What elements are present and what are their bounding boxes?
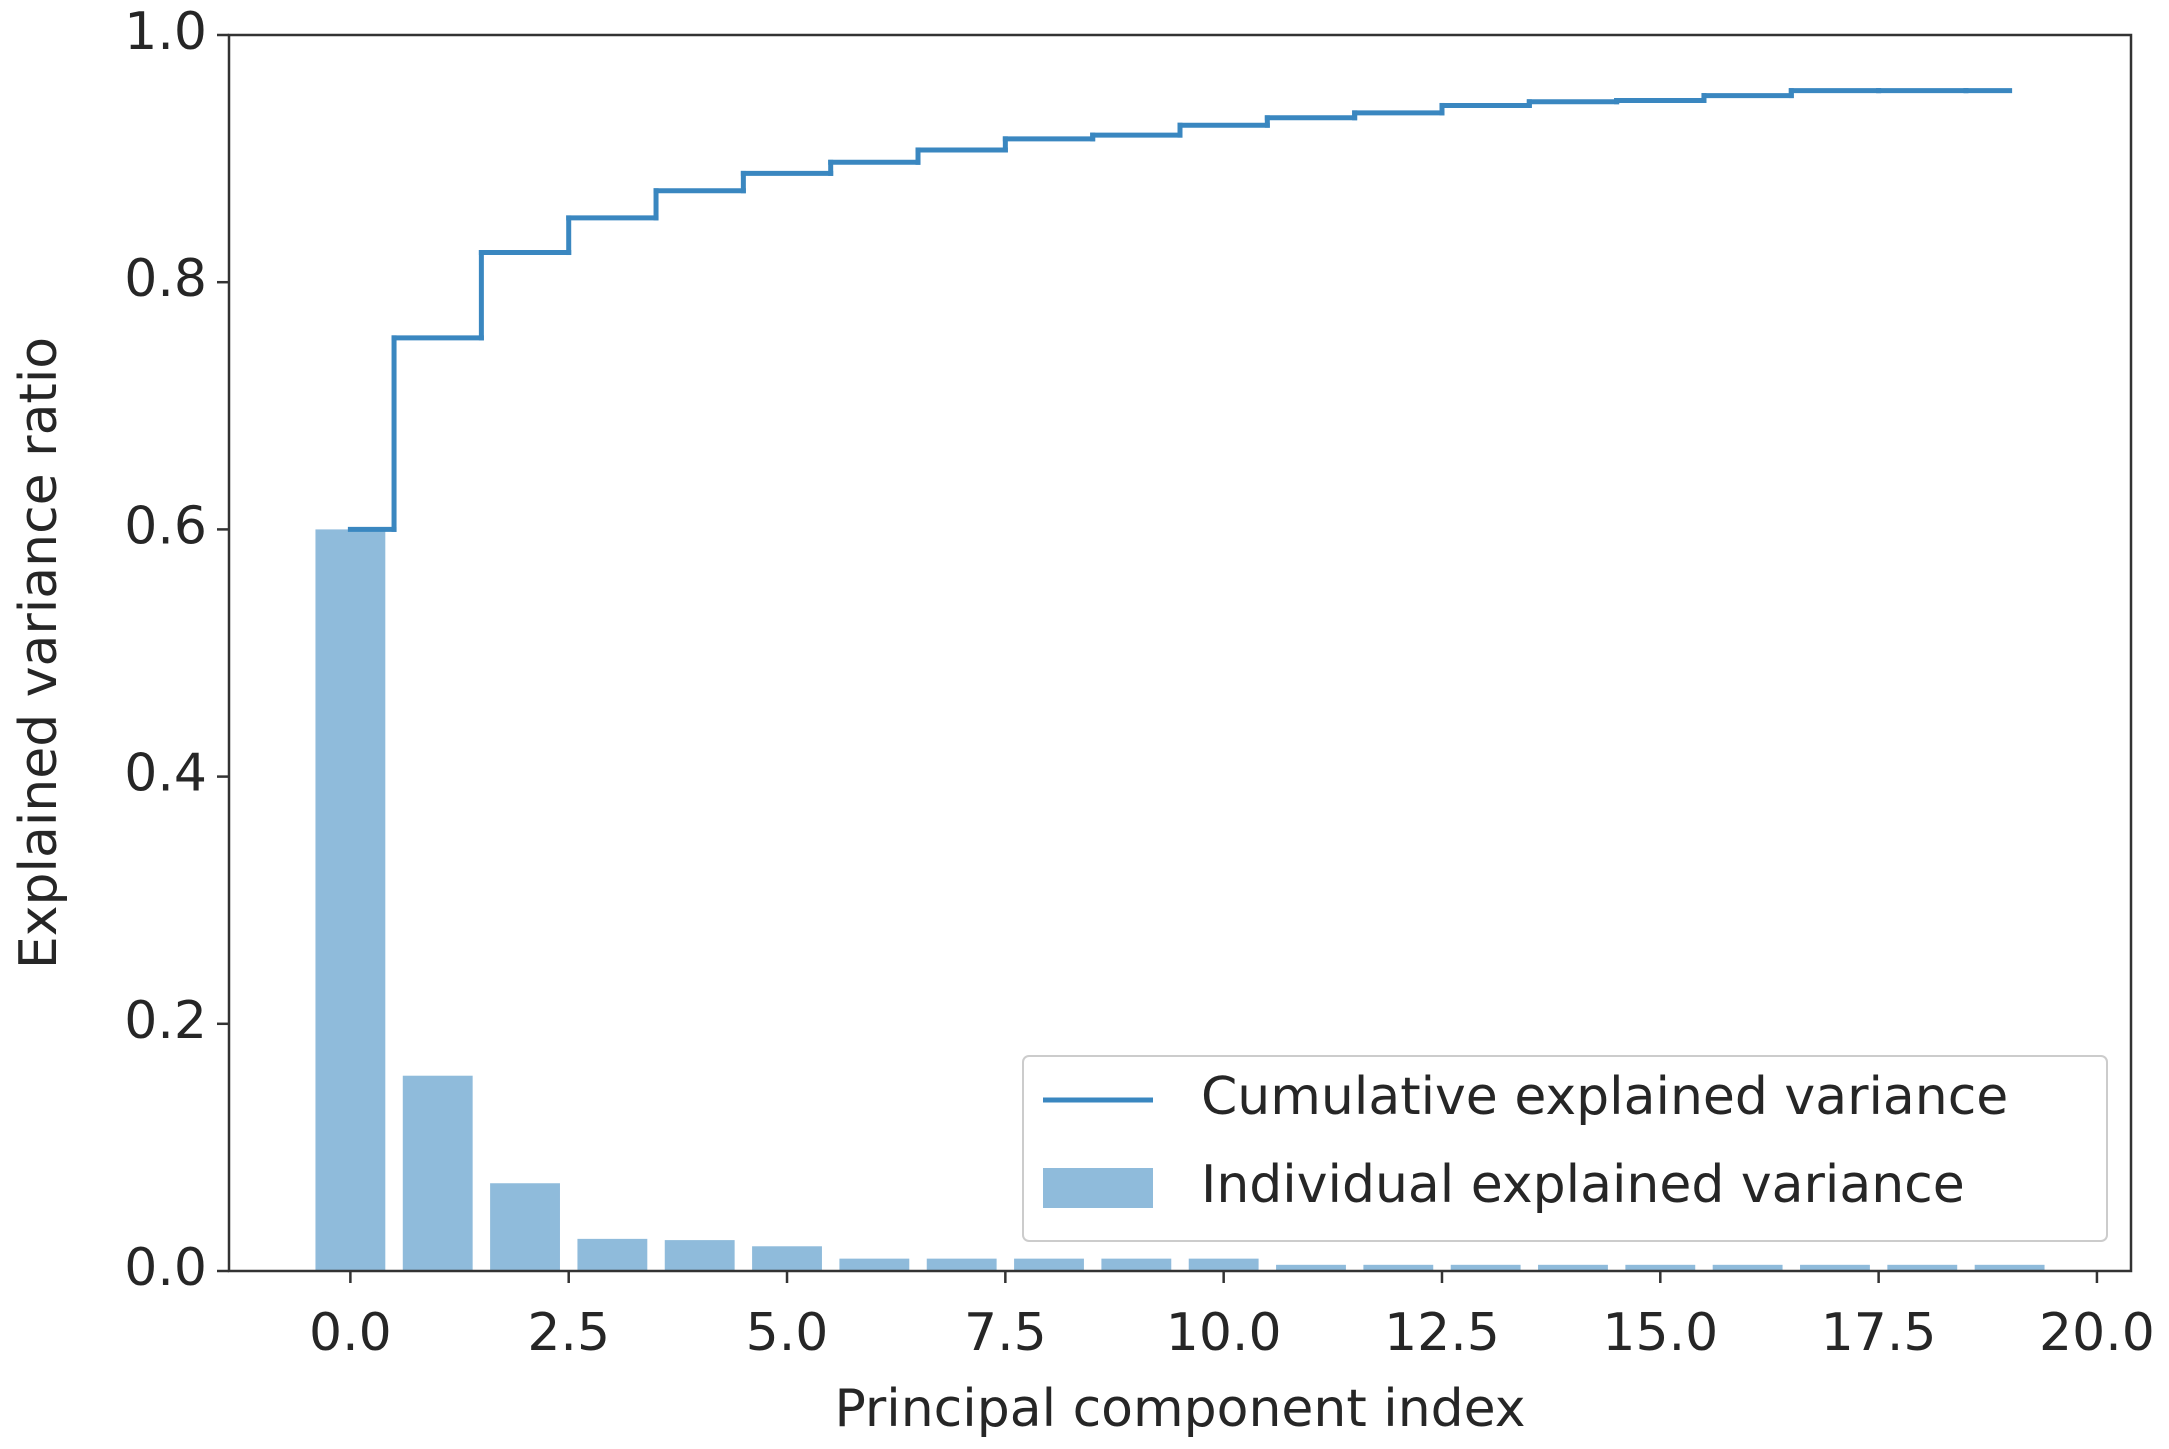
y-tick-label: 0.4 <box>124 744 207 804</box>
bar <box>926 1258 997 1271</box>
bar <box>1800 1264 1870 1271</box>
bar <box>1014 1258 1084 1271</box>
y-tick-label: 0.6 <box>124 496 207 556</box>
bar <box>577 1238 648 1271</box>
x-tick-label: 7.5 <box>964 1303 1047 1363</box>
bar <box>1538 1264 1608 1271</box>
bar <box>752 1246 822 1271</box>
bar <box>315 529 386 1271</box>
legend-patch <box>1043 1168 1153 1208</box>
legend-label: Individual explained variance <box>1201 1155 1965 1215</box>
y-axis-label: Explained variance ratio <box>9 337 69 969</box>
bar <box>664 1240 735 1271</box>
bar <box>1712 1264 1783 1271</box>
x-axis-label: Principal component index <box>834 1379 1525 1439</box>
x-tick-label: 2.5 <box>527 1303 610 1363</box>
x-tick-label: 10.0 <box>1166 1303 1282 1363</box>
y-tick-label: 0.2 <box>124 991 207 1051</box>
bar <box>1276 1264 1346 1271</box>
x-tick-label: 0.0 <box>309 1303 392 1363</box>
bar <box>1363 1264 1434 1271</box>
bar <box>1887 1264 1958 1271</box>
x-tick-label: 12.5 <box>1384 1303 1500 1363</box>
y-tick-label: 1.0 <box>124 2 207 62</box>
bar <box>1974 1264 2045 1271</box>
legend-box <box>1022 1055 2108 1242</box>
x-tick-label: 5.0 <box>746 1303 829 1363</box>
bar <box>1450 1264 1521 1271</box>
x-tick-label: 17.5 <box>1821 1303 1937 1363</box>
x-tick-label: 15.0 <box>1602 1303 1718 1363</box>
bar <box>1625 1264 1696 1271</box>
x-tick-label: 20.0 <box>2039 1303 2155 1363</box>
legend-label: Cumulative explained variance <box>1201 1067 2008 1127</box>
bar <box>839 1258 910 1271</box>
bar <box>490 1183 560 1271</box>
bar <box>402 1075 473 1271</box>
bar <box>1101 1258 1172 1271</box>
bar <box>1188 1258 1259 1271</box>
axes-frame <box>227 33 2133 1273</box>
y-tick-label: 0.0 <box>124 1238 207 1298</box>
y-tick-label: 0.8 <box>124 249 207 309</box>
